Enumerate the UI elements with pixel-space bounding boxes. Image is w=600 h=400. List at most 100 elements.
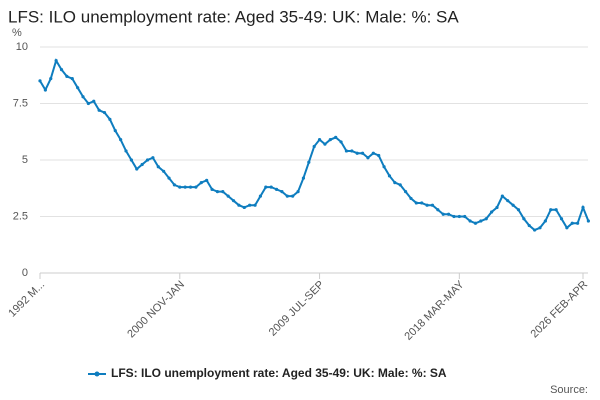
data-point bbox=[382, 165, 386, 169]
data-point bbox=[226, 194, 230, 198]
data-point bbox=[59, 68, 64, 72]
data-point bbox=[43, 88, 47, 92]
data-point bbox=[231, 199, 236, 203]
data-point bbox=[409, 196, 413, 201]
data-point bbox=[554, 208, 558, 212]
data-point bbox=[328, 138, 332, 142]
data-point bbox=[178, 185, 182, 189]
data-point bbox=[452, 214, 456, 219]
data-point bbox=[145, 158, 150, 162]
data-point bbox=[334, 135, 338, 139]
data-point bbox=[167, 176, 171, 180]
x-tick-label: 2009 JUL-SEP bbox=[267, 279, 327, 339]
data-point bbox=[172, 183, 177, 187]
data-point bbox=[188, 185, 193, 189]
data-point bbox=[242, 205, 246, 210]
data-point bbox=[468, 219, 472, 223]
data-point bbox=[511, 203, 515, 207]
data-point bbox=[549, 208, 553, 212]
data-point bbox=[162, 169, 166, 173]
x-tick-label: 2000 NOV-JAN bbox=[125, 279, 187, 341]
data-point bbox=[210, 187, 214, 191]
legend-text: LFS: ILO unemployment rate: Aged 35-49: … bbox=[111, 366, 447, 380]
data-point bbox=[215, 190, 220, 194]
data-point bbox=[344, 149, 349, 153]
data-point bbox=[446, 212, 451, 216]
data-point bbox=[65, 74, 69, 78]
legend-marker bbox=[94, 371, 100, 377]
data-point bbox=[205, 178, 209, 182]
data-point bbox=[403, 190, 408, 194]
data-point bbox=[264, 185, 268, 189]
data-point bbox=[285, 194, 289, 198]
data-point bbox=[119, 138, 123, 142]
data-point bbox=[366, 156, 370, 160]
data-point bbox=[339, 140, 343, 144]
data-point bbox=[522, 217, 526, 221]
y-tick-label: 5 bbox=[22, 154, 28, 166]
data-point bbox=[135, 167, 139, 171]
data-point bbox=[495, 205, 499, 210]
data-point bbox=[108, 117, 112, 121]
data-point bbox=[54, 58, 58, 63]
data-point bbox=[81, 95, 85, 99]
data-point bbox=[248, 203, 252, 207]
data-point bbox=[151, 156, 155, 160]
data-point bbox=[70, 77, 74, 81]
data-point bbox=[586, 219, 590, 223]
data-point bbox=[387, 174, 392, 178]
data-point bbox=[393, 181, 397, 185]
data-point bbox=[140, 162, 144, 167]
data-point bbox=[559, 217, 564, 221]
data-point bbox=[38, 79, 42, 83]
source: Source: bbox=[550, 384, 588, 396]
data-point bbox=[425, 203, 429, 207]
y-tick-label: 10 bbox=[16, 41, 28, 53]
data-point bbox=[296, 190, 300, 194]
x-tick-label: 2018 MAR-MAY bbox=[402, 278, 467, 343]
data-point bbox=[97, 108, 101, 112]
data-point bbox=[500, 194, 504, 198]
data-point bbox=[473, 221, 478, 225]
data-point bbox=[258, 194, 263, 198]
data-point bbox=[533, 228, 537, 232]
data-point bbox=[457, 214, 461, 219]
data-point bbox=[355, 151, 359, 155]
data-point bbox=[280, 190, 284, 194]
data-point bbox=[49, 77, 53, 81]
data-point bbox=[441, 212, 445, 216]
data-point bbox=[414, 201, 418, 205]
data-point bbox=[253, 203, 257, 207]
data-point bbox=[129, 158, 133, 162]
data-point bbox=[371, 151, 375, 155]
data-point bbox=[490, 210, 494, 214]
data-point bbox=[436, 208, 440, 212]
data-point bbox=[156, 165, 160, 169]
data-point bbox=[124, 149, 128, 153]
y-tick-label: 0 bbox=[22, 267, 28, 279]
data-point bbox=[565, 226, 569, 230]
y-tick-label: 2.5 bbox=[13, 210, 28, 222]
data-point bbox=[317, 138, 322, 142]
data-point bbox=[506, 199, 510, 203]
data-point bbox=[221, 190, 225, 194]
data-point bbox=[274, 187, 279, 191]
data-point bbox=[463, 214, 467, 219]
data-point bbox=[576, 221, 580, 225]
data-point bbox=[113, 129, 117, 133]
data-point bbox=[398, 183, 402, 187]
data-point bbox=[102, 110, 107, 115]
data-point bbox=[323, 142, 327, 146]
data-point bbox=[350, 149, 354, 153]
chart-title: LFS: ILO unemployment rate: Aged 35-49: … bbox=[8, 7, 459, 26]
data-point bbox=[307, 160, 311, 164]
data-point bbox=[291, 194, 295, 198]
data-point bbox=[479, 219, 483, 223]
data-point bbox=[581, 205, 585, 210]
data-point bbox=[430, 203, 435, 207]
data-point bbox=[377, 153, 381, 158]
y-tick-label: 7.5 bbox=[13, 97, 28, 109]
data-point bbox=[420, 201, 424, 205]
data-point bbox=[183, 185, 187, 189]
data-point bbox=[484, 217, 488, 221]
